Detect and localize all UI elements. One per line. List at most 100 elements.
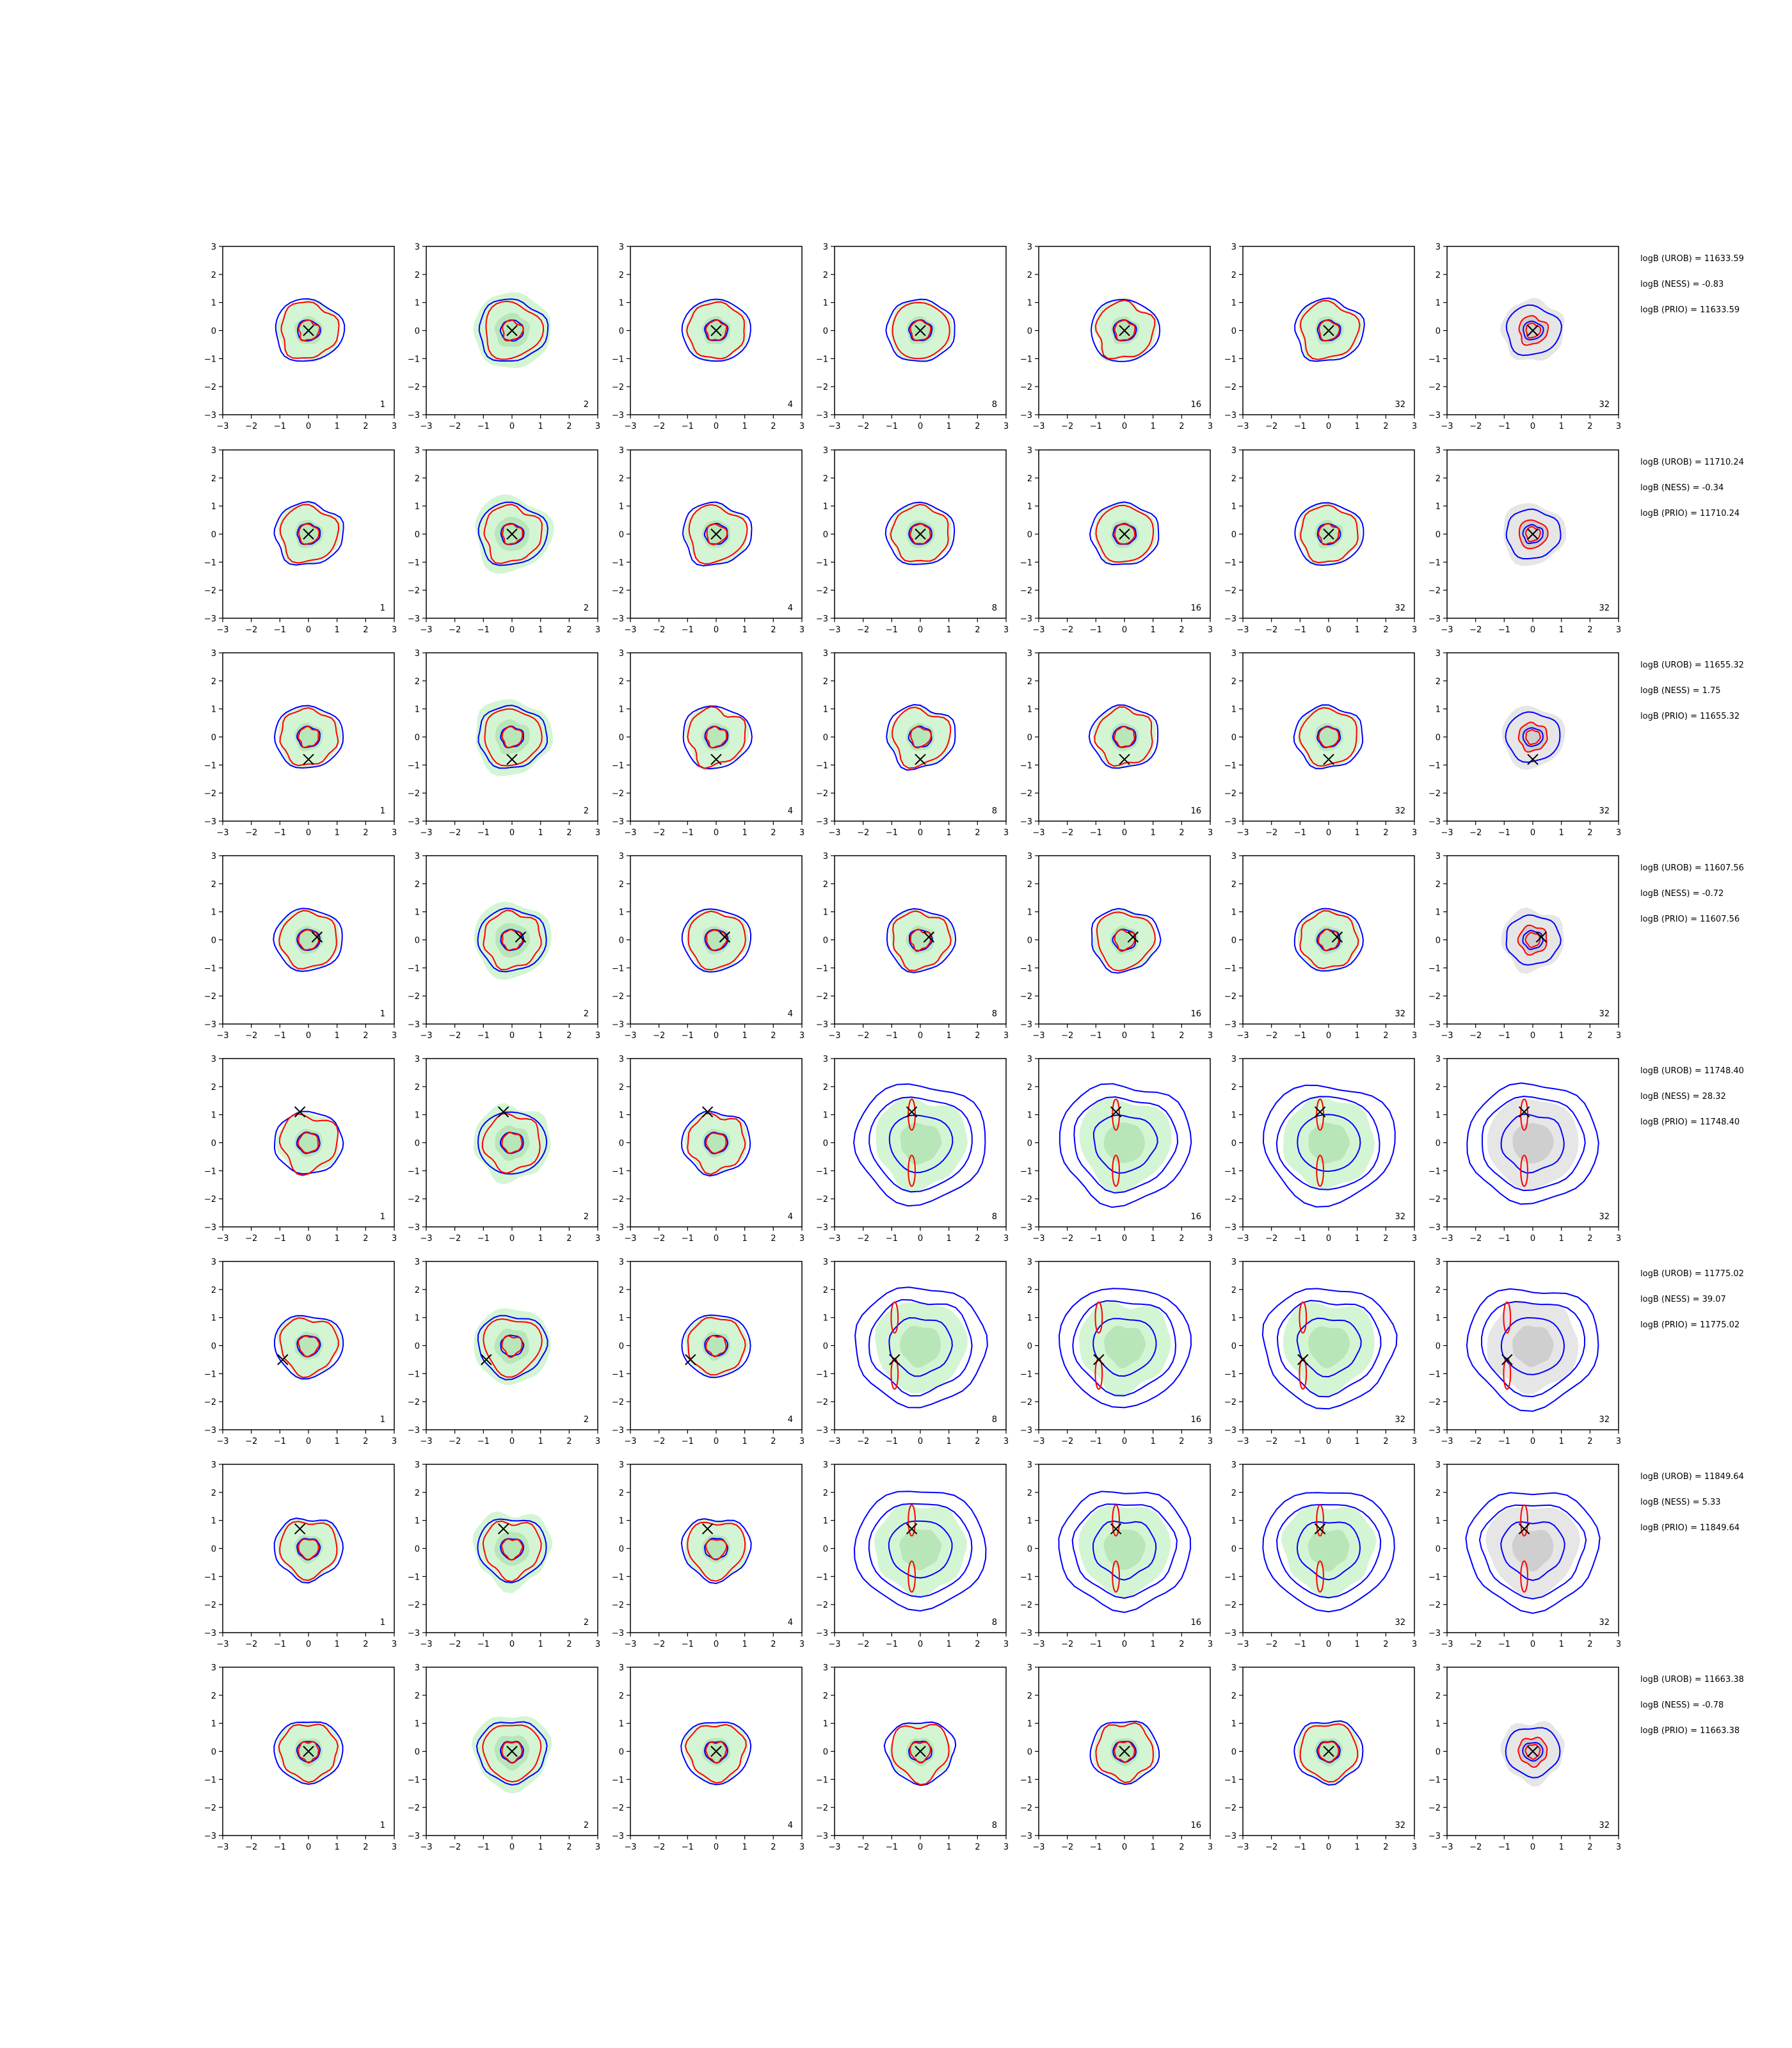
y-tick-label: 1 xyxy=(619,908,624,918)
y-tick-label: 1 xyxy=(619,502,624,512)
x-tick-label: −1 xyxy=(1498,1640,1510,1649)
x-tick-label: 1 xyxy=(1355,1843,1360,1852)
x-tick-label: 2 xyxy=(566,422,572,431)
y-tick-label: −3 xyxy=(816,1223,828,1233)
y-tick-label: 1 xyxy=(415,299,420,308)
x-tick-label: 2 xyxy=(363,1640,368,1649)
panel-label: 4 xyxy=(788,400,793,410)
y-tick-label: 1 xyxy=(1436,502,1441,512)
y-tick-label: −2 xyxy=(1224,586,1236,596)
y-tick-label: 2 xyxy=(211,880,216,890)
y-tick-label: 3 xyxy=(415,446,420,456)
y-tick-label: 2 xyxy=(415,1489,420,1498)
x-tick-label: 3 xyxy=(1412,1234,1417,1244)
y-tick-label: −2 xyxy=(204,1195,216,1204)
x-tick-label: 0 xyxy=(509,1640,515,1649)
y-tick-label: 0 xyxy=(619,1545,624,1555)
x-marker xyxy=(1518,1106,1530,1117)
y-tick-label: 0 xyxy=(415,1139,420,1149)
y-tick-label: 2 xyxy=(211,271,216,280)
x-tick-label: −1 xyxy=(1090,1031,1102,1041)
x-tick-label: −3 xyxy=(828,1437,840,1446)
x-tick-label: 3 xyxy=(1208,1640,1213,1649)
x-tick-label: 0 xyxy=(714,1437,719,1446)
x-marker xyxy=(1323,324,1334,337)
red-contour xyxy=(1520,1504,1528,1537)
x-tick-label: 0 xyxy=(1530,625,1535,635)
x-tick-label: 2 xyxy=(566,625,572,635)
red-contour xyxy=(501,1741,523,1764)
x-tick-label: 1 xyxy=(335,828,340,838)
x-tick-label: 3 xyxy=(1412,625,1417,635)
x-tick-label: 0 xyxy=(1530,1640,1535,1649)
red-contour xyxy=(279,707,339,767)
x-tick-label: 1 xyxy=(1559,1640,1564,1649)
y-tick-label: −1 xyxy=(1020,1572,1032,1582)
y-tick-label: 0 xyxy=(619,733,624,743)
x-tick-label: 2 xyxy=(975,1640,980,1649)
x-marker xyxy=(1093,1354,1105,1366)
x-tick-label: 0 xyxy=(918,1843,923,1852)
x-tick-label: −1 xyxy=(1498,1031,1510,1041)
y-tick-label: −3 xyxy=(1020,411,1032,420)
blue-contour xyxy=(1480,1300,1586,1398)
y-tick-label: 0 xyxy=(1231,531,1236,540)
y-tick-label: 2 xyxy=(1027,1083,1032,1092)
x-tick-label: 2 xyxy=(1587,1640,1592,1649)
blue-contour xyxy=(1316,319,1341,342)
panel-r4-c4: −3 −2 −1 0 1 2 3 −3 −2 −1 0 1 2 3 8 xyxy=(816,852,1009,1041)
x-tick-label: 2 xyxy=(1383,1437,1388,1446)
red-contour xyxy=(1114,524,1136,545)
y-tick-label: 2 xyxy=(415,880,420,890)
x-tick-label: −1 xyxy=(274,1437,286,1446)
x-tick-label: −1 xyxy=(682,625,694,635)
y-tick-label: −3 xyxy=(1020,614,1032,624)
x-tick-label: 0 xyxy=(1122,1031,1127,1041)
x-tick-label: 1 xyxy=(1559,828,1564,838)
x-tick-label: −1 xyxy=(1090,1843,1102,1852)
panel-label: 1 xyxy=(380,604,385,613)
red-contour xyxy=(1299,300,1361,360)
y-tick-label: −2 xyxy=(204,383,216,392)
y-tick-label: 1 xyxy=(1436,1111,1441,1121)
panel-label: 2 xyxy=(584,604,589,613)
y-tick-label: 1 xyxy=(415,908,420,918)
x-tick-label: 3 xyxy=(1616,625,1621,635)
y-tick-label: −1 xyxy=(612,1167,624,1176)
y-tick-label: 3 xyxy=(823,649,828,659)
y-tick-label: −3 xyxy=(816,817,828,827)
y-tick-label: −2 xyxy=(1428,992,1441,1002)
y-tick-label: 1 xyxy=(211,1314,216,1324)
panel-label: 1 xyxy=(380,400,385,410)
x-tick-label: −3 xyxy=(1032,828,1044,838)
x-tick-label: 2 xyxy=(363,828,368,838)
y-tick-label: 3 xyxy=(1027,852,1032,861)
y-tick-label: 1 xyxy=(211,502,216,512)
blue-contour xyxy=(885,298,956,362)
x-tick-label: 0 xyxy=(918,1437,923,1446)
x-tick-label: 3 xyxy=(595,1031,600,1041)
x-tick-label: 1 xyxy=(335,1437,340,1446)
x-tick-label: −3 xyxy=(1441,1234,1453,1244)
x-marker xyxy=(515,931,527,943)
x-tick-label: −2 xyxy=(857,1031,869,1041)
x-tick-label: 3 xyxy=(1412,1437,1417,1446)
red-contour xyxy=(481,1112,541,1174)
x-tick-label: 2 xyxy=(1587,1843,1592,1852)
x-tick-label: 3 xyxy=(392,1031,397,1041)
y-tick-label: 3 xyxy=(1436,1258,1441,1267)
blue-contour xyxy=(1276,1503,1382,1599)
x-tick-label: 2 xyxy=(1383,828,1388,838)
panel-label: 16 xyxy=(1190,604,1201,613)
x-tick-label: 3 xyxy=(392,828,397,838)
density-fill-core xyxy=(899,1529,942,1571)
x-tick-label: 0 xyxy=(918,422,923,431)
x-tick-label: −3 xyxy=(1236,1031,1249,1041)
x-tick-label: −3 xyxy=(624,1031,636,1041)
blue-contour xyxy=(273,500,344,566)
x-tick-label: −1 xyxy=(1294,1031,1306,1041)
panel-label: 32 xyxy=(1395,1618,1405,1628)
panel-label: 2 xyxy=(584,1618,589,1628)
x-tick-label: 1 xyxy=(742,625,748,635)
red-contour xyxy=(687,910,746,971)
